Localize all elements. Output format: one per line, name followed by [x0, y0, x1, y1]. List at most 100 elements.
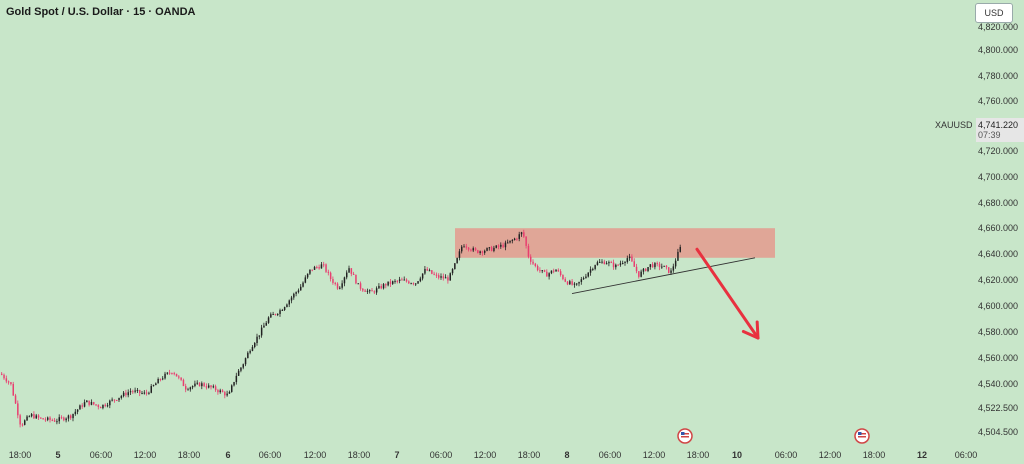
- last-price-value: 4,741.220: [978, 120, 1019, 130]
- candle-body: [281, 309, 284, 311]
- candle-body: [279, 310, 281, 314]
- candle-body: [470, 249, 472, 251]
- candle-body: [385, 284, 387, 286]
- candle-body: [665, 265, 668, 268]
- candle-body: [350, 268, 353, 274]
- candle-body: [109, 400, 111, 406]
- candle-body: [143, 392, 146, 394]
- candle-body: [191, 386, 194, 388]
- candle-body: [546, 271, 548, 277]
- candle-body: [33, 414, 35, 419]
- candle-body: [352, 273, 355, 275]
- y-tick-label: 4,680.000: [978, 198, 1018, 208]
- candle-body: [642, 268, 645, 272]
- candle-body: [17, 403, 19, 416]
- candle-body: [148, 392, 150, 394]
- candle-body: [198, 382, 201, 387]
- candle-body: [509, 240, 511, 243]
- candle-body: [65, 418, 67, 421]
- candle-body: [90, 402, 93, 405]
- x-tick-label: 18:00: [178, 450, 201, 460]
- event-flag-icon[interactable]: [854, 428, 870, 444]
- candle-body: [355, 274, 357, 284]
- candle-body: [10, 382, 12, 384]
- y-tick-label: 4,720.000: [978, 146, 1018, 156]
- candle-body: [247, 352, 249, 359]
- candle-body: [306, 273, 309, 278]
- candle-body: [30, 414, 33, 417]
- candle-body: [431, 270, 433, 274]
- candle-body: [332, 279, 334, 283]
- y-tick-label: 4,640.000: [978, 249, 1018, 259]
- y-tick-label: 4,580.000: [978, 327, 1018, 337]
- candle-body: [619, 263, 622, 265]
- candle-body: [440, 276, 442, 278]
- currency-button[interactable]: USD: [975, 3, 1013, 23]
- event-flag-icon[interactable]: [677, 428, 693, 444]
- candle-body: [536, 265, 539, 271]
- candle-body: [369, 290, 371, 292]
- candle-body: [325, 264, 327, 272]
- candle-body: [256, 336, 258, 344]
- candle-body: [74, 411, 77, 414]
- candle-body: [449, 273, 451, 281]
- candle-body: [403, 279, 405, 281]
- candle-body: [382, 284, 385, 289]
- candle-body: [502, 244, 504, 248]
- x-tick-label: 6: [225, 450, 230, 460]
- candle-body: [42, 418, 44, 420]
- candle-body: [647, 267, 649, 272]
- candle-body: [589, 269, 592, 273]
- candle-body: [122, 392, 125, 397]
- x-tick-label: 06:00: [955, 450, 978, 460]
- candle-body: [633, 261, 635, 267]
- x-tick-label: 12:00: [643, 450, 666, 460]
- candle-body: [63, 417, 65, 421]
- candle-body: [145, 392, 148, 394]
- candle-body: [120, 396, 123, 398]
- candle-body: [412, 283, 415, 285]
- candle-body: [60, 417, 63, 419]
- candle-body: [433, 273, 435, 275]
- candle-body: [3, 374, 5, 379]
- candle-body: [58, 417, 60, 422]
- x-tick-label: 06:00: [259, 450, 282, 460]
- candle-body: [309, 269, 311, 274]
- candle-body: [139, 390, 141, 394]
- bar-countdown: 07:39: [978, 130, 1001, 140]
- candle-body: [19, 415, 21, 425]
- candle-body: [118, 397, 120, 401]
- x-tick-label: 06:00: [430, 450, 453, 460]
- candle-body: [242, 364, 244, 368]
- candle-body: [525, 236, 527, 246]
- candle-body: [286, 304, 288, 308]
- x-tick-label: 18:00: [348, 450, 371, 460]
- candle-body: [553, 270, 555, 272]
- forecast-arrow-head: [755, 320, 760, 340]
- candle-body: [467, 247, 470, 250]
- candle-body: [357, 283, 359, 285]
- candle-body: [178, 376, 180, 378]
- candle-body: [175, 373, 178, 377]
- y-tick-label: 4,760.000: [978, 96, 1018, 106]
- x-tick-label: 12:00: [304, 450, 327, 460]
- candle-body: [300, 286, 302, 291]
- candle-body: [83, 402, 86, 407]
- candle-body: [543, 270, 546, 272]
- support-trendline[interactable]: [571, 257, 756, 295]
- forecast-arrow-shaft[interactable]: [695, 247, 760, 340]
- candle-body: [208, 385, 210, 388]
- candle-body: [410, 283, 412, 285]
- candle-body: [366, 290, 369, 292]
- candle-body: [580, 279, 583, 282]
- candle-body: [168, 372, 171, 374]
- candle-body: [182, 379, 185, 387]
- candle-body: [573, 283, 576, 285]
- candle-body: [129, 391, 132, 393]
- candle-body: [461, 246, 463, 252]
- candle-body: [477, 250, 479, 253]
- candle-body: [173, 373, 175, 375]
- candle-body: [295, 292, 297, 294]
- candle-body: [251, 346, 254, 351]
